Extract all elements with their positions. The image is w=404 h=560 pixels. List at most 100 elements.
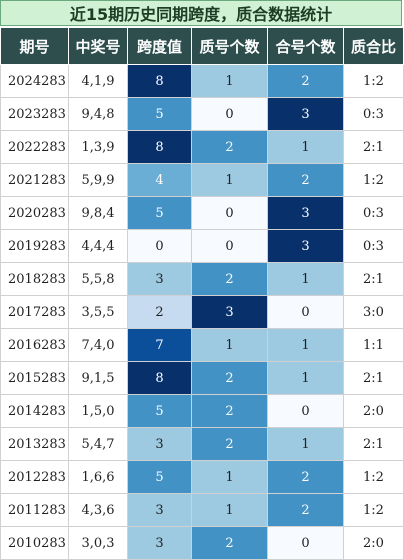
numbers-cell: 9,8,4 xyxy=(68,196,128,230)
composite-count-cell: 2 xyxy=(267,163,344,197)
table-row: 2015283 9,1,5 8 2 1 2:1 xyxy=(0,361,404,395)
issue-cell: 2012283 xyxy=(0,460,69,494)
ratio-cell: 1:1 xyxy=(343,328,404,362)
table-row: 2016283 7,4,0 7 1 1 1:1 xyxy=(0,328,404,362)
history-table: 期号 中奖号 跨度值 质号个数 合号个数 质合比 2024283 4,1,9 8 1 2… xyxy=(0,27,404,560)
col-header-numbers: 中奖号 xyxy=(68,27,128,65)
issue-cell: 2022283 xyxy=(0,130,69,164)
numbers-cell: 5,4,7 xyxy=(68,427,128,461)
prime-count-cell: 1 xyxy=(191,493,268,527)
composite-count-cell: 1 xyxy=(267,262,344,296)
col-header-ratio: 质合比 xyxy=(343,27,404,65)
table-row: 2011283 4,3,6 3 1 2 1:2 xyxy=(0,493,404,527)
composite-count-cell: 3 xyxy=(267,229,344,263)
table-row: 2019283 4,4,4 0 0 3 0:3 xyxy=(0,229,404,263)
ratio-cell: 2:1 xyxy=(343,361,404,395)
prime-count-cell: 0 xyxy=(191,196,268,230)
numbers-cell: 1,3,9 xyxy=(68,130,128,164)
ratio-cell: 1:2 xyxy=(343,163,404,197)
numbers-cell: 5,5,8 xyxy=(68,262,128,296)
issue-cell: 2020283 xyxy=(0,196,69,230)
span-cell: 8 xyxy=(127,130,192,164)
ratio-cell: 2:1 xyxy=(343,262,404,296)
table-row: 2012283 1,6,6 5 1 2 1:2 xyxy=(0,460,404,494)
table-row: 2021283 5,9,9 4 1 2 1:2 xyxy=(0,163,404,197)
numbers-cell: 4,4,4 xyxy=(68,229,128,263)
prime-count-cell: 2 xyxy=(191,526,268,560)
numbers-cell: 3,0,3 xyxy=(68,526,128,560)
prime-count-cell: 2 xyxy=(191,427,268,461)
issue-cell: 2010283 xyxy=(0,526,69,560)
composite-count-cell: 1 xyxy=(267,328,344,362)
span-cell: 8 xyxy=(127,64,192,98)
issue-cell: 2018283 xyxy=(0,262,69,296)
ratio-cell: 1:2 xyxy=(343,460,404,494)
ratio-cell: 2:1 xyxy=(343,130,404,164)
numbers-cell: 4,1,9 xyxy=(68,64,128,98)
issue-cell: 2019283 xyxy=(0,229,69,263)
span-cell: 5 xyxy=(127,196,192,230)
ratio-cell: 1:2 xyxy=(343,64,404,98)
span-cell: 3 xyxy=(127,526,192,560)
span-cell: 2 xyxy=(127,295,192,329)
table-row: 2018283 5,5,8 3 2 1 2:1 xyxy=(0,262,404,296)
composite-count-cell: 3 xyxy=(267,196,344,230)
composite-count-cell: 1 xyxy=(267,361,344,395)
ratio-cell: 3:0 xyxy=(343,295,404,329)
ratio-cell: 0:3 xyxy=(343,97,404,131)
table-row: 2023283 9,4,8 5 0 3 0:3 xyxy=(0,97,404,131)
issue-cell: 2024283 xyxy=(0,64,69,98)
table-row: 2014283 1,5,0 5 2 0 2:0 xyxy=(0,394,404,428)
composite-count-cell: 0 xyxy=(267,295,344,329)
numbers-cell: 3,5,5 xyxy=(68,295,128,329)
table-row: 2024283 4,1,9 8 1 2 1:2 xyxy=(0,64,404,98)
table-row: 2010283 3,0,3 3 2 0 2:0 xyxy=(0,526,404,560)
table-row: 2017283 3,5,5 2 3 0 3:0 xyxy=(0,295,404,329)
table-row: 2020283 9,8,4 5 0 3 0:3 xyxy=(0,196,404,230)
header-row: 期号 中奖号 跨度值 质号个数 合号个数 质合比 xyxy=(0,27,404,65)
composite-count-cell: 0 xyxy=(267,394,344,428)
issue-cell: 2011283 xyxy=(0,493,69,527)
span-cell: 5 xyxy=(127,460,192,494)
span-cell: 5 xyxy=(127,394,192,428)
issue-cell: 2014283 xyxy=(0,394,69,428)
numbers-cell: 1,5,0 xyxy=(68,394,128,428)
col-header-composite-count: 合号个数 xyxy=(267,27,344,65)
ratio-cell: 0:3 xyxy=(343,229,404,263)
numbers-cell: 1,6,6 xyxy=(68,460,128,494)
prime-count-cell: 3 xyxy=(191,295,268,329)
prime-count-cell: 1 xyxy=(191,64,268,98)
span-cell: 3 xyxy=(127,262,192,296)
numbers-cell: 9,1,5 xyxy=(68,361,128,395)
span-cell: 0 xyxy=(127,229,192,263)
composite-count-cell: 1 xyxy=(267,427,344,461)
ratio-cell: 1:2 xyxy=(343,493,404,527)
composite-count-cell: 3 xyxy=(267,97,344,131)
table-title: 近15期历史同期跨度，质合数据统计 xyxy=(0,0,402,26)
issue-cell: 2016283 xyxy=(0,328,69,362)
composite-count-cell: 2 xyxy=(267,64,344,98)
prime-count-cell: 1 xyxy=(191,163,268,197)
numbers-cell: 5,9,9 xyxy=(68,163,128,197)
issue-cell: 2023283 xyxy=(0,97,69,131)
composite-count-cell: 2 xyxy=(267,460,344,494)
issue-cell: 2021283 xyxy=(0,163,69,197)
span-cell: 8 xyxy=(127,361,192,395)
col-header-prime-count: 质号个数 xyxy=(191,27,268,65)
table-row: 2022283 1,3,9 8 2 1 2:1 xyxy=(0,130,404,164)
span-cell: 5 xyxy=(127,97,192,131)
issue-cell: 2013283 xyxy=(0,427,69,461)
numbers-cell: 4,3,6 xyxy=(68,493,128,527)
span-cell: 3 xyxy=(127,493,192,527)
issue-cell: 2015283 xyxy=(0,361,69,395)
prime-count-cell: 1 xyxy=(191,328,268,362)
table-row: 2013283 5,4,7 3 2 1 2:1 xyxy=(0,427,404,461)
ratio-cell: 2:1 xyxy=(343,427,404,461)
prime-count-cell: 2 xyxy=(191,130,268,164)
prime-count-cell: 2 xyxy=(191,394,268,428)
table-body: 2024283 4,1,9 8 1 2 1:2 2023283 9,4,8 5 0 3 0:3 2022… xyxy=(0,64,404,560)
col-header-span: 跨度值 xyxy=(127,27,192,65)
ratio-cell: 2:0 xyxy=(343,526,404,560)
span-cell: 3 xyxy=(127,427,192,461)
prime-count-cell: 2 xyxy=(191,262,268,296)
